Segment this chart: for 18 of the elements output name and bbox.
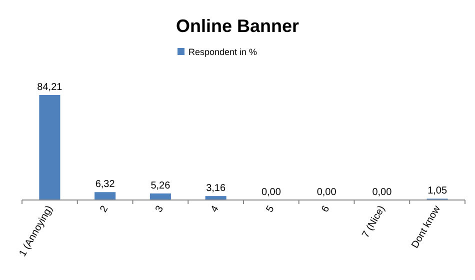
- data-label: 3,16: [206, 183, 226, 194]
- x-tick-label: 6: [320, 204, 332, 214]
- data-label: 1,05: [428, 186, 448, 197]
- x-tick-label: 2: [98, 204, 111, 214]
- data-label: 6,32: [95, 179, 116, 190]
- bar: [94, 192, 116, 200]
- bar: [39, 95, 60, 200]
- bar: [150, 193, 171, 200]
- legend-label: Respondent in %: [188, 47, 258, 57]
- data-label: 84,21: [37, 82, 63, 93]
- x-tick-label: 3: [154, 204, 166, 214]
- x-tick-label: 4: [209, 204, 222, 214]
- data-label: 5,26: [150, 180, 171, 192]
- x-tick-label: 5: [264, 204, 278, 214]
- data-label: 0,00: [372, 187, 392, 198]
- chart-title: Online Banner: [176, 16, 300, 36]
- data-label: 0,00: [316, 187, 337, 198]
- data-label: 0,00: [261, 187, 282, 198]
